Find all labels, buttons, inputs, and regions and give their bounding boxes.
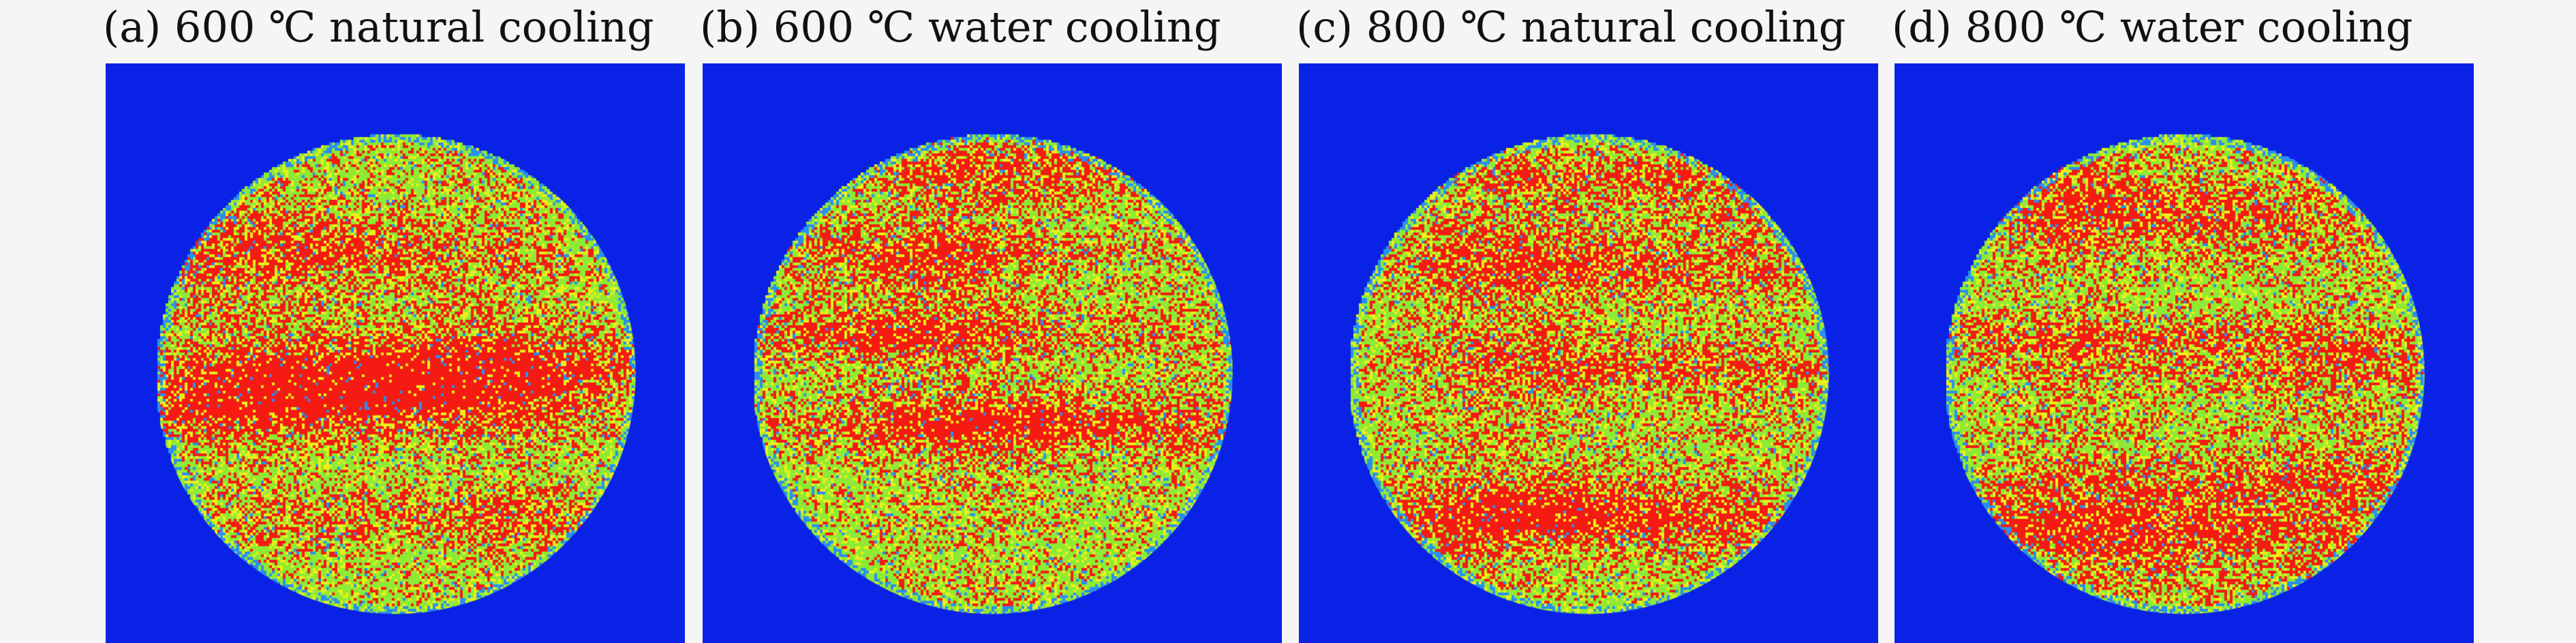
panel-c-image (1299, 63, 1878, 643)
panel-c-label: (c) 800 ℃ natural cooling (1296, 2, 1846, 52)
panel-a-image (106, 63, 685, 643)
panel-d-image (1895, 63, 2474, 643)
panel-b: (b) 600 ℃ water cooling (700, 0, 1282, 643)
panel-c: (c) 800 ℃ natural cooling (1296, 0, 1878, 643)
panel-b-label: (b) 600 ℃ water cooling (700, 2, 1221, 52)
panel-d-label: (d) 800 ℃ water cooling (1892, 2, 2413, 52)
panel-a-label: (a) 600 ℃ natural cooling (103, 2, 654, 52)
panel-d: (d) 800 ℃ water cooling (1892, 0, 2474, 643)
panel-b-image (703, 63, 1282, 643)
panel-a: (a) 600 ℃ natural cooling (103, 0, 685, 643)
